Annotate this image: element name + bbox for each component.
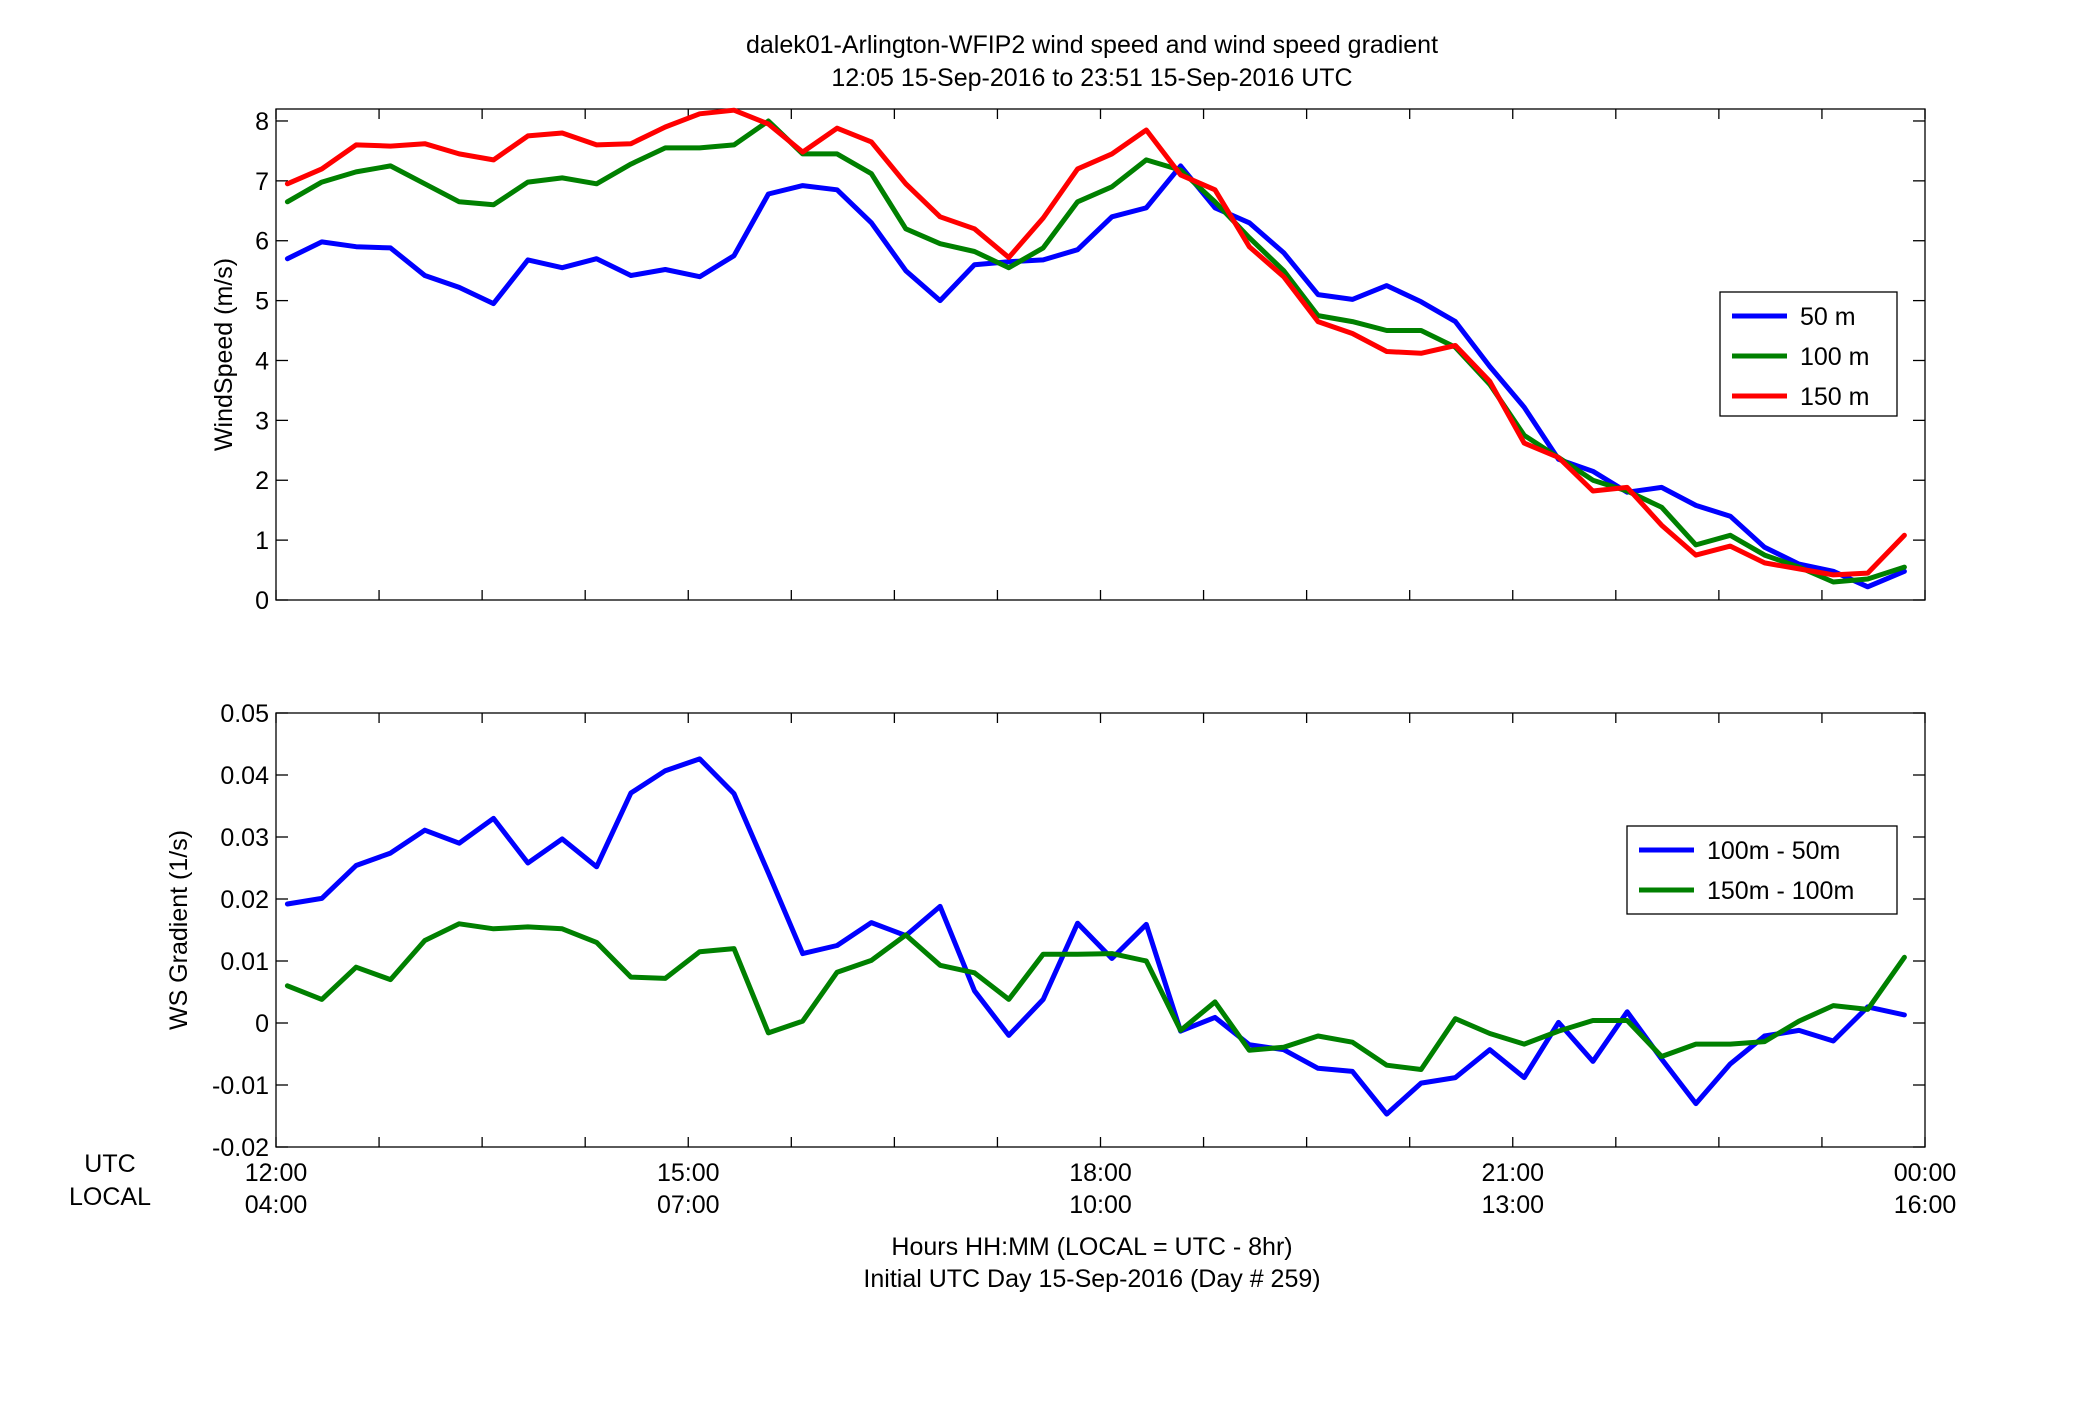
- y-tick-label: 7: [255, 168, 269, 196]
- figure-title-line2: 12:05 15-Sep-2016 to 23:51 15-Sep-2016 U…: [831, 64, 1352, 92]
- y-tick-label: 2: [255, 467, 269, 495]
- series-line-150m-100m: [284, 921, 1907, 1072]
- y-tick-label: 0.02: [220, 886, 269, 914]
- y-axis-label: WS Gradient (1/s): [165, 830, 193, 1030]
- x-tick-label-utc: 15:00: [657, 1159, 720, 1187]
- x-tick-label-local: 16:00: [1894, 1191, 1957, 1219]
- y-tick-label: 3: [255, 407, 269, 435]
- legend-label: 50 m: [1800, 303, 1856, 331]
- x-tick-label-local: 07:00: [657, 1191, 720, 1219]
- y-tick-label: 0.03: [220, 824, 269, 852]
- y-tick-label: 0.04: [220, 762, 269, 790]
- x-tick-label-local: 04:00: [245, 1191, 308, 1219]
- y-tick-label: 0.01: [220, 948, 269, 976]
- x-axis-label-line2: Initial UTC Day 15-Sep-2016 (Day # 259): [863, 1265, 1320, 1293]
- legend: 50 m 100 m 150 m: [1719, 291, 1898, 417]
- row-label-utc: UTC: [84, 1150, 135, 1178]
- legend-label: 150 m: [1800, 383, 1869, 411]
- x-tick-label-utc: 00:00: [1894, 1159, 1957, 1187]
- y-tick-label: 8: [255, 108, 269, 136]
- y-tick-label: 0.05: [220, 700, 269, 728]
- y-tick-label: 1: [255, 527, 269, 555]
- legend-label: 100 m: [1800, 343, 1869, 371]
- legend-box: [1626, 825, 1898, 915]
- series-line-100m-50m: [284, 756, 1907, 1117]
- y-axis-label: WindSpeed (m/s): [210, 258, 238, 451]
- x-tick-labels: 12:00 04:00 15:00 07:00 18:00 10:00 21:00 13:00…: [245, 1159, 1957, 1219]
- x-tick-label-local: 10:00: [1069, 1191, 1132, 1219]
- legend: 100m - 50m 150m - 100m: [1626, 825, 1898, 915]
- y-tick-label: 5: [255, 288, 269, 316]
- y-tick-label: 6: [255, 228, 269, 256]
- wind-speed-panel: 0 1 2 3 4 5 6 7 8 WindSpeed (m/s) 50 m 100 m 150 m: [210, 107, 1926, 615]
- y-tick-label: -0.02: [212, 1134, 269, 1162]
- x-tick-label-utc: 21:00: [1481, 1159, 1544, 1187]
- series-line-100-m: [284, 118, 1907, 585]
- legend-label: 150m - 100m: [1707, 877, 1854, 905]
- y-tick-label: 0: [255, 587, 269, 615]
- x-tick-label-local: 13:00: [1481, 1191, 1544, 1219]
- y-tick-label: 0: [255, 1010, 269, 1038]
- x-tick-label-utc: 18:00: [1069, 1159, 1132, 1187]
- legend-label: 100m - 50m: [1707, 837, 1840, 865]
- y-tick-label: -0.01: [212, 1072, 269, 1100]
- gradient-panel: -0.02 -0.01 0 0.01 0.02 0.03 0.04 0.05 WS Gradie…: [165, 700, 1926, 1162]
- x-axis-label-line1: Hours HH:MM (LOCAL = UTC - 8hr): [891, 1233, 1292, 1261]
- y-tick-label: 4: [255, 347, 269, 375]
- figure-title-line1: dalek01-Arlington-WFIP2 wind speed and w…: [746, 31, 1438, 59]
- series-line-150-m: [284, 107, 1907, 578]
- row-label-local: LOCAL: [69, 1183, 151, 1211]
- x-tick-label-utc: 12:00: [245, 1159, 308, 1187]
